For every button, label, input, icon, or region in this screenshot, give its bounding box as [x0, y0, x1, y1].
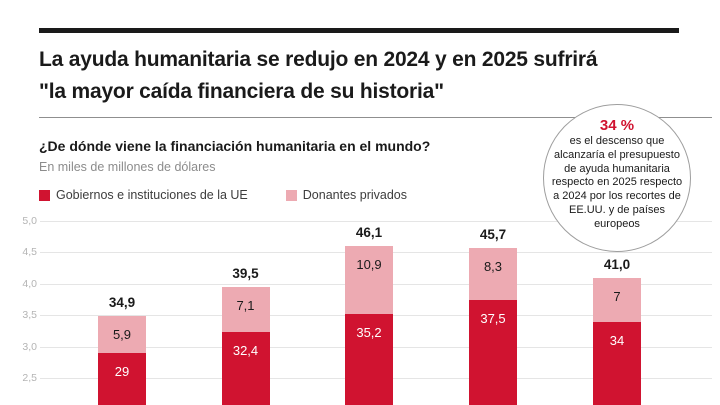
page-title: La ayuda humanitaria se redujo en 2024 y…	[39, 44, 699, 108]
bar-segment-private-donors	[345, 245, 393, 314]
bar-value-label-governments: 32,4	[232, 342, 259, 358]
bar-total-label: 39,5	[232, 265, 259, 281]
bar-value-label-private-donors: 8,3	[483, 259, 503, 275]
bar-segment-governments	[221, 331, 270, 405]
legend-swatch-governments-icon	[39, 189, 50, 201]
bar-value-label-private-donors: 5,9	[112, 326, 132, 342]
bar-segment-governments	[593, 321, 641, 405]
y-tick-label: 2,5	[22, 372, 37, 384]
chart-legend: Gobiernos e instituciones de la UE Donan…	[39, 188, 407, 202]
bar-value-label-governments: 29	[114, 363, 130, 379]
annotation-text: es el descenso que alcanzaría el presupu…	[551, 135, 683, 230]
y-tick-label: 5,0	[22, 215, 37, 227]
page-title-line1: La ayuda humanitaria se redujo en 2024 y…	[39, 48, 598, 71]
page-title-line2: "la mayor caída financiera de su histori…	[39, 80, 444, 103]
bar-segment-governments	[469, 299, 517, 405]
header-rule	[39, 28, 679, 33]
y-tick-label: 3,0	[22, 341, 37, 353]
legend-item-governments: Gobiernos e instituciones de la UE	[39, 188, 248, 202]
bar-value-label-private-donors: 10,9	[356, 256, 382, 272]
bar-value-label-private-donors: 7	[613, 288, 621, 304]
chart-question: ¿De dónde viene la financiación humanita…	[39, 138, 431, 154]
annotation-highlight: 34 %	[599, 117, 635, 134]
legend-item-private-donors: Donantes privados	[285, 188, 408, 202]
bar-total-label: 46,1	[355, 224, 383, 240]
bar-segment-private-donors	[98, 315, 146, 353]
bar-segment-private-donors	[221, 286, 270, 332]
bar-total-label: 34,9	[108, 294, 136, 310]
y-tick-label: 4,5	[22, 246, 37, 258]
y-tick-label: 4,0	[22, 278, 37, 290]
y-tick-label: 3,5	[22, 309, 37, 321]
bar-segment-governments	[98, 352, 146, 405]
bar-segment-governments	[345, 314, 393, 405]
bar-value-label-governments: 34	[609, 332, 625, 348]
legend-label-private-donors: Donantes privados	[302, 188, 408, 202]
legend-swatch-private-donors-icon	[285, 189, 297, 201]
bar-total-label: 41,0	[603, 256, 631, 272]
bar-value-label-governments: 35,2	[356, 325, 382, 341]
bar-value-label-governments: 37,5	[480, 310, 506, 326]
bar-segment-private-donors	[593, 277, 641, 322]
legend-label-governments: Gobiernos e instituciones de la UE	[56, 188, 248, 202]
chart-units-label: En miles de millones de dólares	[39, 160, 216, 174]
bar-segment-private-donors	[469, 248, 517, 300]
bar-value-label-private-donors: 7,1	[236, 297, 255, 313]
bar-total-label: 45,7	[479, 227, 507, 243]
y-gridline	[40, 221, 712, 222]
title-divider	[39, 117, 712, 118]
annotation-circle: 34 % es el descenso que alcanzaría el pr…	[543, 104, 691, 252]
